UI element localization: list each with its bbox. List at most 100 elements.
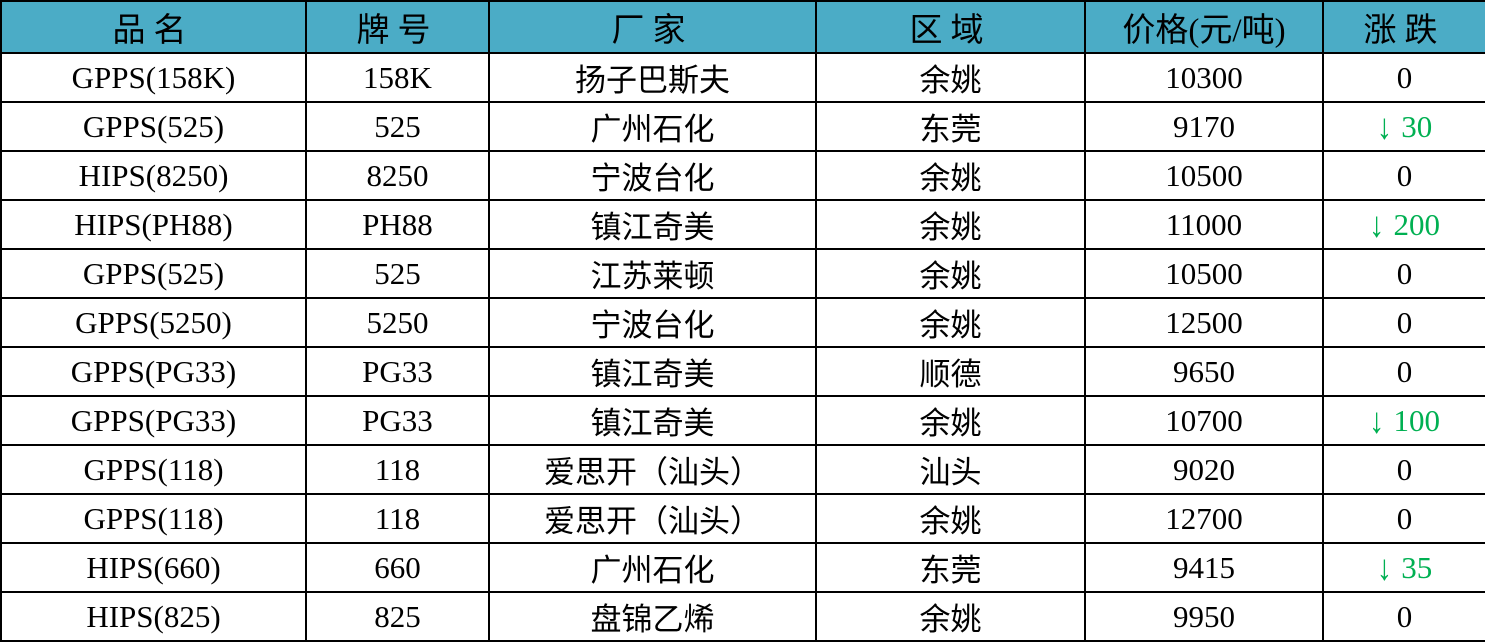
cell-product: GPPS(118) bbox=[0, 493, 307, 544]
cell-manufacturer: 镇江奇美 bbox=[488, 199, 817, 250]
cell-price: 10300 bbox=[1084, 52, 1324, 103]
cell-price: 12700 bbox=[1084, 493, 1324, 544]
cell-grade: 158K bbox=[305, 52, 490, 103]
cell-price: 9950 bbox=[1084, 591, 1324, 642]
change-value: 0 bbox=[1396, 59, 1413, 95]
cell-product: HIPS(PH88) bbox=[0, 199, 307, 250]
cell-region: 余姚 bbox=[815, 395, 1086, 446]
cell-grade: 525 bbox=[305, 101, 490, 152]
cell-product: GPPS(525) bbox=[0, 248, 307, 299]
cell-manufacturer: 镇江奇美 bbox=[488, 395, 817, 446]
cell-grade: PG33 bbox=[305, 395, 490, 446]
change-value: 200 bbox=[1393, 206, 1441, 242]
cell-product: HIPS(825) bbox=[0, 591, 307, 642]
cell-manufacturer: 江苏莱顿 bbox=[488, 248, 817, 299]
cell-change: ↓ 35 bbox=[1322, 542, 1485, 593]
table-row: GPPS(118) 118 爱思开（汕头） 汕头 9020 0 bbox=[0, 444, 1485, 495]
cell-change: 0 bbox=[1322, 297, 1485, 348]
cell-change: 0 bbox=[1322, 444, 1485, 495]
table-row: HIPS(8250) 8250 宁波台化 余姚 10500 0 bbox=[0, 150, 1485, 201]
cell-price: 11000 bbox=[1084, 199, 1324, 250]
cell-manufacturer: 扬子巴斯夫 bbox=[488, 52, 817, 103]
cell-price: 9650 bbox=[1084, 346, 1324, 397]
cell-product: GPPS(525) bbox=[0, 101, 307, 152]
table-row: GPPS(PG33) PG33 镇江奇美 顺德 9650 0 bbox=[0, 346, 1485, 397]
table-row: GPPS(525) 525 江苏莱顿 余姚 10500 0 bbox=[0, 248, 1485, 299]
change-value: 35 bbox=[1401, 549, 1433, 585]
header-product: 品名 bbox=[0, 0, 307, 54]
change-value: 0 bbox=[1396, 157, 1413, 193]
cell-manufacturer: 爱思开（汕头） bbox=[488, 493, 817, 544]
change-value: 100 bbox=[1393, 402, 1441, 438]
cell-region: 余姚 bbox=[815, 150, 1086, 201]
cell-change: 0 bbox=[1322, 493, 1485, 544]
cell-price: 10500 bbox=[1084, 248, 1324, 299]
down-arrow-icon: ↓ bbox=[1369, 399, 1385, 441]
cell-region: 余姚 bbox=[815, 199, 1086, 250]
header-change: 涨跌 bbox=[1322, 0, 1485, 54]
cell-region: 余姚 bbox=[815, 248, 1086, 299]
cell-price: 12500 bbox=[1084, 297, 1324, 348]
change-value: 0 bbox=[1396, 255, 1413, 291]
table-row: GPPS(525) 525 广州石化 东莞 9170 ↓ 30 bbox=[0, 101, 1485, 152]
table-row: GPPS(118) 118 爱思开（汕头） 余姚 12700 0 bbox=[0, 493, 1485, 544]
header-price: 价格(元/吨) bbox=[1084, 0, 1324, 54]
cell-region: 东莞 bbox=[815, 101, 1086, 152]
cell-grade: 5250 bbox=[305, 297, 490, 348]
down-arrow-icon: ↓ bbox=[1369, 203, 1385, 245]
cell-region: 顺德 bbox=[815, 346, 1086, 397]
change-value: 30 bbox=[1401, 108, 1433, 144]
table-row: HIPS(PH88) PH88 镇江奇美 余姚 11000 ↓ 200 bbox=[0, 199, 1485, 250]
change-value: 0 bbox=[1396, 451, 1413, 487]
cell-manufacturer: 镇江奇美 bbox=[488, 346, 817, 397]
cell-manufacturer: 盘锦乙烯 bbox=[488, 591, 817, 642]
table-row: GPPS(PG33) PG33 镇江奇美 余姚 10700 ↓ 100 bbox=[0, 395, 1485, 446]
cell-price: 9415 bbox=[1084, 542, 1324, 593]
cell-region: 余姚 bbox=[815, 297, 1086, 348]
cell-price: 9020 bbox=[1084, 444, 1324, 495]
cell-product: GPPS(PG33) bbox=[0, 346, 307, 397]
cell-grade: PH88 bbox=[305, 199, 490, 250]
cell-product: GPPS(5250) bbox=[0, 297, 307, 348]
cell-grade: 118 bbox=[305, 444, 490, 495]
down-arrow-icon: ↓ bbox=[1376, 546, 1393, 588]
cell-change: ↓ 30 bbox=[1322, 101, 1485, 152]
cell-grade: 660 bbox=[305, 542, 490, 593]
cell-change: 0 bbox=[1322, 346, 1485, 397]
cell-product: GPPS(PG33) bbox=[0, 395, 307, 446]
table-row: HIPS(825) 825 盘锦乙烯 余姚 9950 0 bbox=[0, 591, 1485, 642]
cell-price: 9170 bbox=[1084, 101, 1324, 152]
change-value: 0 bbox=[1396, 304, 1413, 340]
cell-product: GPPS(118) bbox=[0, 444, 307, 495]
cell-region: 东莞 bbox=[815, 542, 1086, 593]
cell-price: 10700 bbox=[1084, 395, 1324, 446]
header-manufacturer: 厂家 bbox=[488, 0, 817, 54]
cell-grade: 118 bbox=[305, 493, 490, 544]
cell-change: ↓ 100 bbox=[1322, 395, 1485, 446]
cell-grade: PG33 bbox=[305, 346, 490, 397]
table-row: HIPS(660) 660 广州石化 东莞 9415 ↓ 35 bbox=[0, 542, 1485, 593]
cell-grade: 8250 bbox=[305, 150, 490, 201]
cell-change: 0 bbox=[1322, 248, 1485, 299]
cell-manufacturer: 广州石化 bbox=[488, 542, 817, 593]
change-value: 0 bbox=[1396, 598, 1413, 634]
header-grade: 牌号 bbox=[305, 0, 490, 54]
header-region: 区域 bbox=[815, 0, 1086, 54]
cell-product: HIPS(660) bbox=[0, 542, 307, 593]
cell-manufacturer: 广州石化 bbox=[488, 101, 817, 152]
change-value: 0 bbox=[1396, 353, 1413, 389]
table-row: GPPS(158K) 158K 扬子巴斯夫 余姚 10300 0 bbox=[0, 52, 1485, 103]
cell-change: 0 bbox=[1322, 150, 1485, 201]
cell-region: 余姚 bbox=[815, 591, 1086, 642]
cell-grade: 825 bbox=[305, 591, 490, 642]
change-value: 0 bbox=[1396, 500, 1413, 536]
cell-manufacturer: 爱思开（汕头） bbox=[488, 444, 817, 495]
cell-manufacturer: 宁波台化 bbox=[488, 297, 817, 348]
cell-change: ↓ 200 bbox=[1322, 199, 1485, 250]
header-row: 品名 牌号 厂家 区域 价格(元/吨) 涨跌 bbox=[0, 0, 1485, 54]
cell-product: GPPS(158K) bbox=[0, 52, 307, 103]
cell-change: 0 bbox=[1322, 52, 1485, 103]
table-header: 品名 牌号 厂家 区域 价格(元/吨) 涨跌 bbox=[0, 0, 1485, 54]
cell-region: 余姚 bbox=[815, 52, 1086, 103]
